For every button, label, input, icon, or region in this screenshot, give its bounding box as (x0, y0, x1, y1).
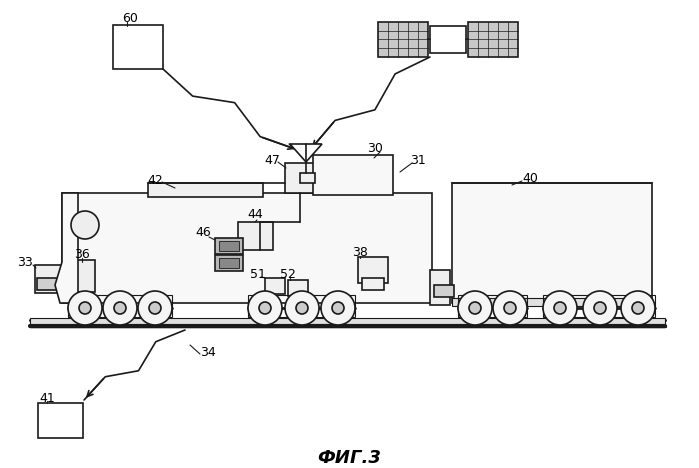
Text: 40: 40 (522, 171, 538, 184)
Bar (378, 22, 428, 57)
Circle shape (68, 291, 102, 325)
Text: 36: 36 (74, 248, 90, 261)
Text: 52: 52 (280, 268, 296, 280)
Circle shape (259, 302, 271, 314)
Text: 51: 51 (250, 268, 266, 280)
Bar (30, 318, 665, 326)
Polygon shape (55, 193, 78, 303)
Bar (300, 173, 315, 183)
Bar (35, 265, 63, 293)
Bar (468, 22, 518, 57)
Circle shape (594, 302, 606, 314)
Bar (543, 295, 655, 317)
Bar (215, 238, 243, 254)
Bar (62, 193, 432, 303)
Text: 60: 60 (122, 12, 138, 24)
Bar (452, 298, 652, 306)
Bar (248, 295, 355, 317)
Bar (219, 241, 239, 251)
Bar (362, 278, 384, 290)
Text: 44: 44 (247, 209, 263, 221)
Bar (458, 295, 527, 317)
Bar (358, 257, 388, 283)
Bar (37, 278, 61, 290)
Text: 34: 34 (200, 345, 216, 358)
Text: 31: 31 (410, 154, 426, 167)
Bar (288, 280, 308, 296)
Circle shape (149, 302, 161, 314)
Text: 46: 46 (195, 227, 211, 240)
Bar (452, 183, 652, 303)
Circle shape (332, 302, 344, 314)
Circle shape (285, 291, 319, 325)
Bar (148, 183, 263, 197)
Circle shape (138, 291, 172, 325)
Bar (313, 155, 393, 195)
Bar (215, 255, 243, 271)
Circle shape (458, 291, 492, 325)
Text: ФИГ.3: ФИГ.3 (317, 449, 381, 467)
Circle shape (543, 291, 577, 325)
Bar (113, 25, 163, 69)
Text: 41: 41 (39, 392, 55, 404)
Text: 42: 42 (147, 174, 163, 187)
Circle shape (554, 302, 566, 314)
Circle shape (103, 291, 137, 325)
Bar (430, 270, 450, 305)
Bar (434, 285, 454, 297)
Circle shape (321, 291, 355, 325)
Circle shape (504, 302, 516, 314)
Text: 38: 38 (352, 246, 368, 258)
Circle shape (621, 291, 655, 325)
Circle shape (493, 291, 527, 325)
Bar (430, 26, 466, 53)
Bar (38, 403, 83, 438)
Bar (68, 295, 172, 317)
Text: 33: 33 (17, 256, 33, 269)
Text: 47: 47 (264, 154, 280, 167)
Circle shape (583, 291, 617, 325)
Circle shape (114, 302, 126, 314)
Polygon shape (290, 144, 322, 162)
Text: 30: 30 (367, 141, 383, 154)
Bar (65, 260, 95, 292)
Circle shape (71, 211, 99, 239)
Circle shape (632, 302, 644, 314)
Bar (265, 278, 285, 294)
Circle shape (469, 302, 481, 314)
Bar (238, 222, 273, 250)
Bar (219, 258, 239, 268)
Bar (285, 163, 330, 193)
Circle shape (79, 302, 91, 314)
Circle shape (296, 302, 308, 314)
Circle shape (248, 291, 282, 325)
